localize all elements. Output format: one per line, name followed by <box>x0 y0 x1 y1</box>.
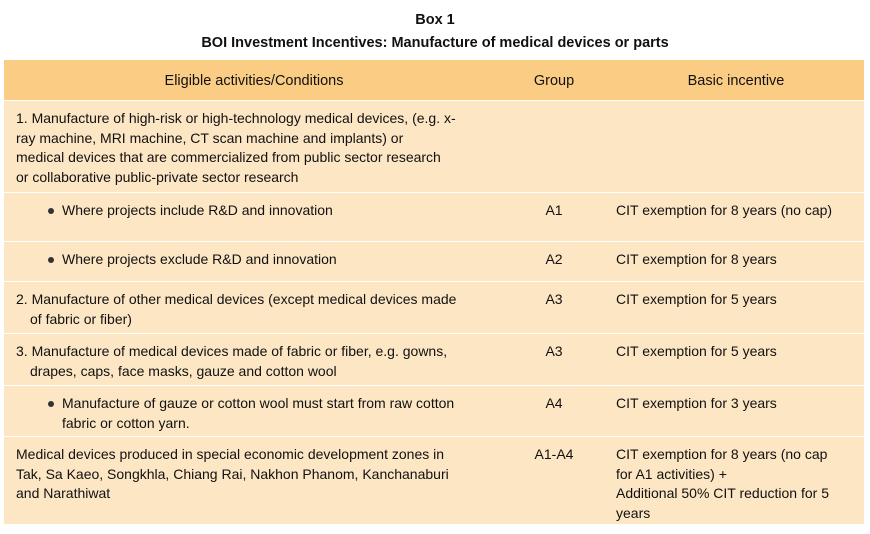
activity-line: Where projects include R&D and innovatio… <box>62 202 333 218</box>
activity-cell: Manufacture of gauze or cotton wool must… <box>4 394 504 433</box>
table-header: Eligible activities/Conditions Group Bas… <box>4 60 864 101</box>
incentive-line: for A1 activities) + <box>616 465 727 482</box>
table-row: Medical devices produced in special econ… <box>4 437 864 525</box>
table-row: Where projects include R&D and innovatio… <box>4 193 864 242</box>
activity-cell: 3. Manufacture of medical devices made o… <box>4 342 504 381</box>
box-title: BOI Investment Incentives: Manufacture o… <box>201 35 669 51</box>
activity-line: Where projects exclude R&D and innovatio… <box>62 251 337 267</box>
activity-line: Manufacture of gauze or cotton wool must… <box>62 395 455 411</box>
incentive-line: CIT exemption for 3 years <box>616 395 777 411</box>
group-cell: A3 <box>545 343 563 359</box>
bullet-icon <box>48 257 54 263</box>
incentive-line: CIT exemption for 5 years <box>616 343 777 359</box>
table-row: 2. Manufacture of other medical devices … <box>4 282 864 334</box>
group-cell: A3 <box>545 291 563 307</box>
incentive-cell: CIT exemption for 8 years <box>616 250 856 270</box>
table-row: 3. Manufacture of medical devices made o… <box>4 334 864 386</box>
activity-line: 2. Manufacture of other medical devices … <box>16 291 457 307</box>
activity-cell: 2. Manufacture of other medical devices … <box>4 290 504 329</box>
group-cell: A1 <box>545 202 563 218</box>
header-incentive: Basic incentive <box>687 73 785 89</box>
bullet-icon <box>48 208 54 214</box>
group-cell: A1-A4 <box>534 446 574 462</box>
group-cell: A2 <box>545 251 563 267</box>
header-group: Group <box>533 73 575 89</box>
incentive-line: CIT exemption for 8 years (no cap) <box>616 202 833 218</box>
activity-line: Tak, Sa Kaeo, Songkhla, Chiang Rai, Nakh… <box>16 465 449 482</box>
table-row: Manufacture of gauze or cotton wool must… <box>4 386 864 437</box>
activity-line: medical devices that are commercialized … <box>16 149 441 165</box>
incentive-cell: CIT exemption for 8 years (no cap) <box>616 201 856 221</box>
activity-line: ray machine, MRI machine, CT scan machin… <box>16 129 404 146</box>
activity-cell: Medical devices produced in special econ… <box>4 445 504 504</box>
incentive-line: CIT exemption for 5 years <box>616 291 777 307</box>
incentive-line: CIT exemption for 8 years <box>616 251 777 267</box>
incentive-cell: CIT exemption for 3 years <box>616 394 856 414</box>
incentive-cell: CIT exemption for 5 years <box>616 342 856 362</box>
incentive-cell: CIT exemption for 5 years <box>616 290 856 310</box>
table-row: Where projects exclude R&D and innovatio… <box>4 242 864 282</box>
activity-cell: Where projects exclude R&D and innovatio… <box>4 250 504 270</box>
incentive-cell: CIT exemption for 8 years (no cap for A1 … <box>616 445 856 523</box>
bullet-icon <box>48 401 54 407</box>
activity-cell: Where projects include R&D and innovatio… <box>4 201 504 221</box>
activity-line: of fabric or fiber) <box>30 310 132 327</box>
incentive-line: Additional 50% CIT reduction for 5 <box>616 485 829 501</box>
incentive-line: CIT exemption for 8 years (no cap <box>616 446 828 462</box>
activity-line: or collaborative public-private sector r… <box>16 168 299 185</box>
group-cell: A4 <box>545 395 563 411</box>
table-row: 1. Manufacture of high-risk or high-tech… <box>4 101 864 193</box>
activity-line: drapes, caps, face masks, gauze and cott… <box>30 362 337 379</box>
header-activities: Eligible activities/Conditions <box>164 73 344 89</box>
activity-line: and Narathiwat <box>16 485 111 501</box>
activity-line: 1. Manufacture of high-risk or high-tech… <box>16 110 456 126</box>
activity-line: 3. Manufacture of medical devices made o… <box>16 343 448 359</box>
activity-cell: 1. Manufacture of high-risk or high-tech… <box>4 109 504 187</box>
incentive-line: years <box>616 504 651 521</box>
activity-line: Medical devices produced in special econ… <box>16 446 445 462</box>
activity-line: fabric or cotton yarn. <box>62 414 190 431</box>
box-label: Box 1 <box>415 12 455 28</box>
